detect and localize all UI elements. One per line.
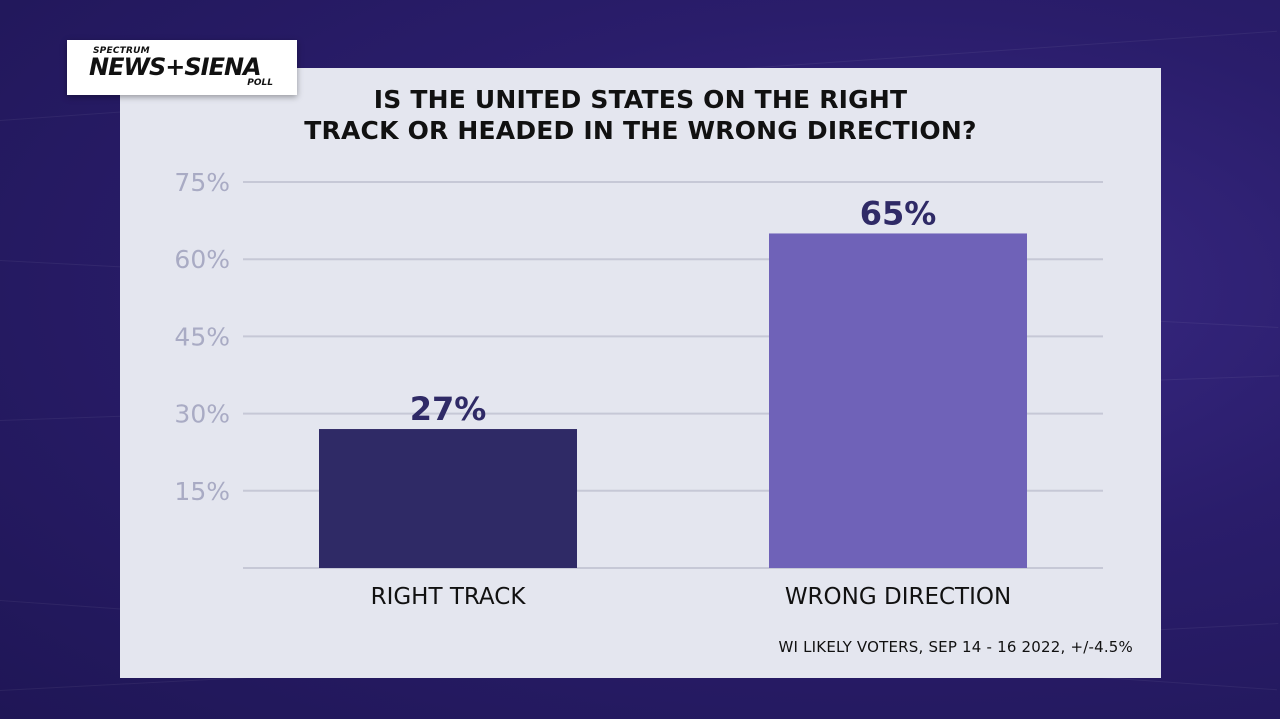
chart-title: IS THE UNITED STATES ON THE RIGHT TRACK … <box>120 84 1161 146</box>
chart-title-line-2: TRACK OR HEADED IN THE WRONG DIRECTION? <box>304 116 977 145</box>
x-axis-category-labels: RIGHT TRACK WRONG DIRECTION <box>371 584 1012 610</box>
bar-value-label: 27% <box>410 390 487 428</box>
category-label: RIGHT TRACK <box>371 584 527 610</box>
bar <box>319 429 577 568</box>
bar <box>769 233 1027 568</box>
chart-title-line-1: IS THE UNITED STATES ON THE RIGHT <box>373 85 908 114</box>
y-tick-label: 60% <box>174 245 230 274</box>
y-tick-label: 15% <box>174 477 230 506</box>
brand-logo-top: SPECTRUM <box>93 46 150 56</box>
bar-value-labels: 27% 65% <box>410 194 937 428</box>
y-axis-tick-labels: 15% 30% 45% 60% 75% <box>174 168 230 506</box>
chart-panel: IS THE UNITED STATES ON THE RIGHT TRACK … <box>120 68 1161 678</box>
category-label: WRONG DIRECTION <box>785 584 1011 610</box>
y-tick-label: 45% <box>174 322 230 351</box>
y-tick-label: 30% <box>174 400 230 429</box>
bar-chart: 15% 30% 45% 60% 75% 27% 65% RIGHT TRACK WRONG … <box>174 168 1103 610</box>
chart-footnote: WI LIKELY VOTERS, SEP 14 - 16 2022, +/-4… <box>778 638 1133 656</box>
brand-logo-main: NEWS+SIENA <box>89 53 262 81</box>
brand-logo: SPECTRUM NEWS+SIENA POLL <box>67 40 297 95</box>
brand-logo-sub: POLL <box>247 78 273 88</box>
y-tick-label: 75% <box>174 168 230 197</box>
chart-bars <box>319 233 1027 568</box>
bar-value-label: 65% <box>860 194 937 232</box>
